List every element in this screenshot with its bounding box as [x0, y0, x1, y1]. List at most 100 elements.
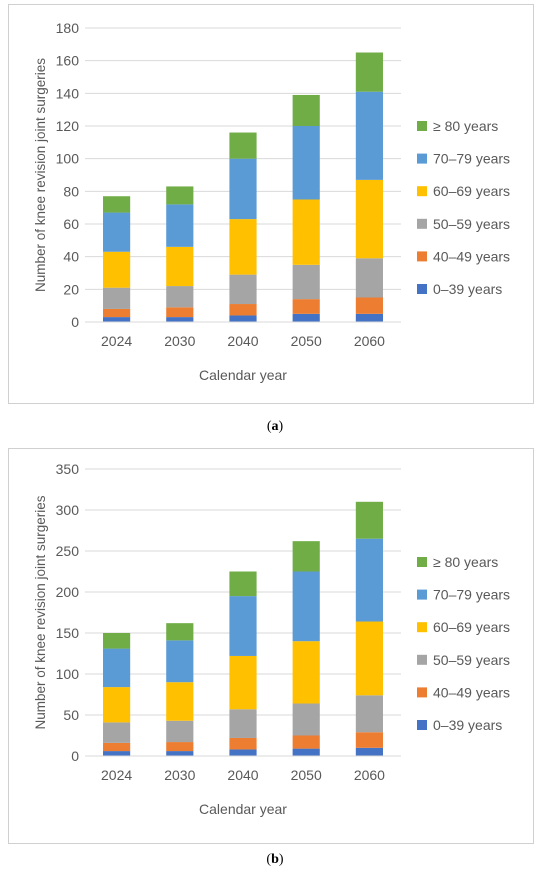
chart-a-bar-2050-series-0 — [292, 313, 320, 322]
chart-b-bar-2050-series-1 — [292, 735, 320, 749]
caption-b-letter: b — [271, 852, 279, 867]
chart-b-x-axis-label: Calendar year — [199, 801, 287, 817]
chart-a-bar-2060-series-1 — [355, 297, 383, 314]
chart-a-bar-2024-series-0 — [103, 317, 131, 322]
chart-a-y-tick-label: 100 — [56, 151, 80, 167]
chart-a-x-tick-label: 2024 — [101, 333, 132, 349]
chart-panel-b: 0 50 100 150 200 250 300 350 2024 2030 2040 2050 206… — [8, 448, 534, 844]
chart-a-y-tick-label: 40 — [63, 249, 79, 265]
chart-a-bar-2060-series-5 — [355, 52, 383, 92]
chart-b-bar-2040-series-1 — [229, 737, 257, 750]
chart-a-legend-swatch — [417, 186, 427, 197]
chart-b-bar-2050-series-4 — [292, 571, 320, 642]
chart-a-bar-2060-series-0 — [355, 313, 383, 322]
chart-b-y-tick-label: 300 — [56, 502, 80, 518]
chart-a-legend-label: 50–59 years — [433, 216, 510, 232]
chart-b-bar-2030-series-1 — [166, 742, 194, 752]
caption-b-open: ( — [266, 852, 272, 867]
chart-a-y-tick-label: 60 — [63, 216, 79, 232]
chart-a-bar-2030-series-3 — [166, 246, 194, 287]
caption-a: (a) — [0, 419, 550, 435]
chart-b-y-tick-label: 50 — [63, 707, 79, 723]
chart-a-legend-label: 40–49 years — [433, 248, 510, 264]
chart-b-legend-label: 60–69 years — [433, 619, 510, 635]
chart-b-legend-swatch — [417, 687, 427, 698]
chart-a-x-tick-label: 2030 — [164, 333, 195, 349]
chart-b-bar-2040-series-3 — [229, 655, 257, 710]
chart-b-x-tick-label: 2040 — [227, 767, 258, 783]
chart-b-bar-2060-series-3 — [355, 621, 383, 696]
chart-a-y-axis-label: Number of knee revision joint surgeries — [33, 58, 48, 292]
chart-b-y-tick-label: 150 — [56, 625, 80, 641]
chart-a-legend-swatch — [417, 251, 427, 262]
chart-a-bar-2024-series-3 — [103, 251, 131, 288]
chart-b-legend-swatch — [417, 622, 427, 633]
caption-a-letter: a — [271, 419, 279, 434]
chart-b-bar-2050-series-2 — [292, 703, 320, 736]
chart-a-bar-2060-series-4 — [355, 91, 383, 180]
chart-b-bar-2060-series-1 — [355, 732, 383, 748]
chart-a-bar-2050-series-5 — [292, 94, 320, 126]
chart-a-bar-2024-series-2 — [103, 287, 131, 309]
chart-panel-a: 0 20 40 60 80 100 120 140 160 180 2024 2030 2040 2050… — [8, 4, 534, 404]
chart-a-bar-2040-series-3 — [229, 219, 257, 275]
chart-b-y-axis-label: Number of knee revision joint surgeries — [33, 495, 48, 729]
chart-a-x-axis-label: Calendar year — [199, 367, 287, 383]
chart-b-bar-2030-series-4 — [166, 640, 194, 683]
chart-b-bar-2040-series-4 — [229, 596, 257, 656]
chart-a-bar-2040-series-2 — [229, 274, 257, 305]
chart-a-bar-2030-series-5 — [166, 186, 194, 205]
chart-b-legend-label: 70–79 years — [433, 587, 510, 603]
chart-a-legend-swatch — [417, 153, 427, 164]
chart-b-legend-swatch — [417, 720, 427, 730]
chart-b-bar-2050-series-0 — [292, 748, 320, 756]
chart-b-x-tick-label: 2024 — [101, 767, 132, 783]
chart-a-bar-2040-series-1 — [229, 304, 257, 316]
chart-b-bar-2024-series-2 — [103, 722, 131, 743]
chart-b-legend-label: 50–59 years — [433, 652, 510, 668]
chart-a-x-tick-label: 2040 — [227, 333, 258, 349]
chart-b-bar-2050-series-5 — [292, 541, 320, 572]
chart-a-legend-label: 0–39 years — [433, 281, 502, 297]
chart-b-bar-2060-series-2 — [355, 695, 383, 733]
chart-a-bar-2040-series-5 — [229, 132, 257, 159]
chart-a-x-tick-label: 2060 — [354, 333, 385, 349]
chart-a-legend-label: 70–79 years — [433, 151, 510, 167]
chart-a-bar-2030-series-4 — [166, 204, 194, 247]
chart-a-legend-label: ≥ 80 years — [433, 118, 498, 134]
chart-b-bar-2030-series-3 — [166, 682, 194, 721]
chart-b-x-tick-label: 2050 — [291, 767, 322, 783]
chart-a-bar-2030-series-1 — [166, 307, 194, 318]
chart-b-bar-2024-series-1 — [103, 742, 131, 752]
chart-b-bar-2060-series-0 — [355, 747, 383, 756]
chart-b-legend-swatch — [417, 589, 427, 600]
chart-b-bar-2060-series-4 — [355, 538, 383, 622]
caption-b-close: ) — [278, 852, 284, 867]
chart-a-y-tick-label: 140 — [56, 85, 80, 101]
chart-b-x-tick-label: 2030 — [164, 767, 195, 783]
chart-b-legend-label: 0–39 years — [433, 717, 502, 733]
chart-a-legend-label: 60–69 years — [433, 183, 510, 199]
chart-a-bar-2040-series-4 — [229, 158, 257, 220]
chart-a-legend-swatch — [417, 121, 427, 131]
chart-b-legend-label: ≥ 80 years — [433, 554, 498, 570]
chart-b-bar-2030-series-0 — [166, 751, 194, 756]
chart-b-bar-2024-series-5 — [103, 633, 131, 649]
chart-a-legend-swatch — [417, 218, 427, 229]
chart-b-bar-2024-series-4 — [103, 648, 131, 688]
chart-b-y-tick-label: 0 — [71, 748, 79, 764]
chart-b-bar-2040-series-5 — [229, 571, 257, 597]
chart-a-bar-2024-series-1 — [103, 308, 131, 318]
chart-b-bar-2040-series-0 — [229, 749, 257, 756]
chart-b-svg: 0 50 100 150 200 250 300 350 2024 2030 2040 2050 206… — [33, 461, 510, 817]
caption-b: (b) — [0, 852, 550, 868]
chart-b-legend-swatch — [417, 557, 427, 567]
chart-a-y-tick-label: 20 — [63, 281, 79, 297]
chart-a-bar-2030-series-0 — [166, 317, 194, 322]
chart-a-y-tick-label: 120 — [56, 118, 80, 134]
chart-a-y-tick-label: 180 — [56, 20, 80, 36]
chart-a-bar-2050-series-3 — [292, 199, 320, 265]
chart-a-x-tick-label: 2050 — [291, 333, 322, 349]
chart-b-y-tick-label: 200 — [56, 584, 80, 600]
chart-b-x-tick-label: 2060 — [354, 767, 385, 783]
